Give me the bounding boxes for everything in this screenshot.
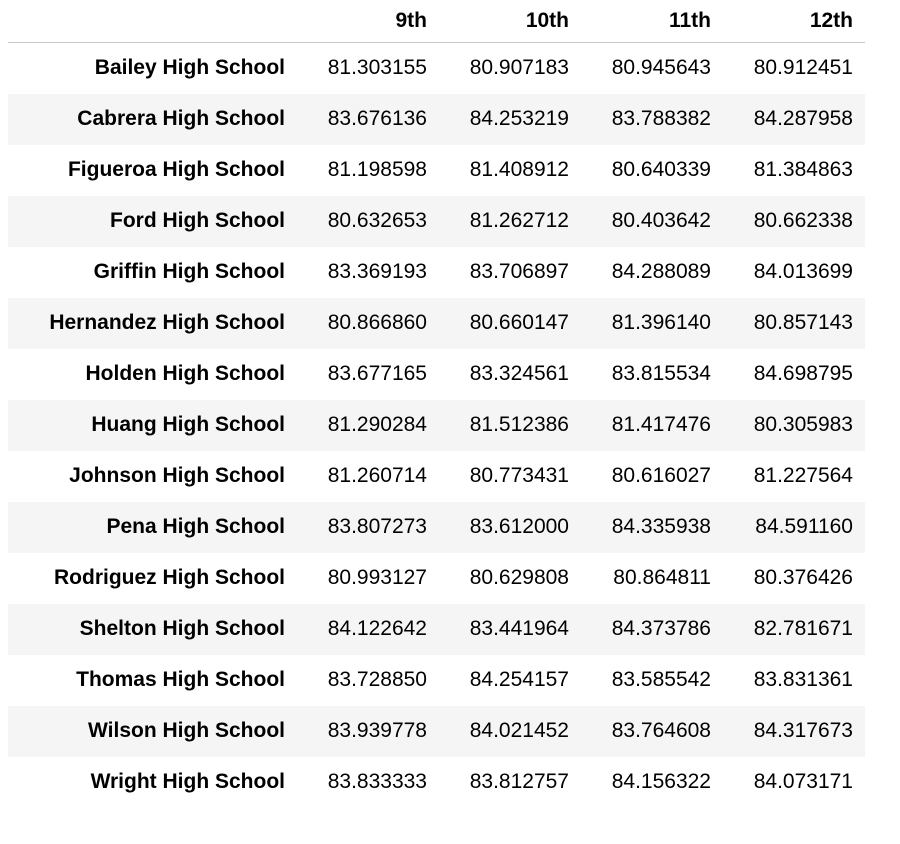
table-row: Rodriguez High School 80.993127 80.629808 8… [8,553,865,604]
score-cell: 84.073171 [753,770,853,793]
row-label-school: Johnson High School [69,464,285,487]
score-cell: 80.945643 [611,56,711,80]
table-row: Cabrera High School 83.676136 84.253219 83.… [8,93,865,145]
score-cell: 80.640339 [611,158,711,181]
row-label-school: Wright High School [90,770,285,793]
table-row: Huang High School 81.290284 81.512386 81.41… [8,399,865,451]
score-cell: 83.812757 [469,770,569,793]
score-cell: 84.122642 [327,617,427,640]
score-cell: 81.512386 [469,413,569,436]
table-body: Bailey High School 81.303155 80.907183 80.9… [8,43,865,808]
score-cell: 84.335938 [611,515,711,538]
table-row: Wright High School 83.833333 83.812757 84.1… [8,757,865,808]
score-cell: 84.156322 [611,770,711,793]
row-label-school: Figueroa High School [67,158,285,181]
index-header-cell [8,0,297,43]
row-label-school: Wilson High School [88,719,285,742]
header-row: 9th 10th 11th 12th [8,0,865,43]
score-cell: 83.815534 [611,362,711,385]
score-cell: 80.662338 [753,209,853,232]
score-cell: 83.939778 [327,719,427,742]
column-header-11th: 11th [581,0,723,43]
table-row: Shelton High School 84.122642 83.441964 84.… [8,603,865,655]
table-row: Figueroa High School 81.198598 81.408912 80… [8,145,865,196]
score-cell: 80.912451 [753,56,853,80]
score-cell: 81.303155 [327,56,427,80]
table-row: Wilson High School 83.939778 84.021452 83.7… [8,705,865,757]
table-row: Johnson High School 81.260714 80.773431 80.… [8,451,865,502]
row-label-school: Thomas High School [76,668,285,691]
score-cell: 83.676136 [327,107,427,130]
score-cell: 82.781671 [753,617,853,640]
score-cell: 80.907183 [469,56,569,80]
score-cell: 83.369193 [327,260,427,283]
score-cell: 80.403642 [611,209,711,232]
score-cell: 83.612000 [469,515,569,538]
table-row: Bailey High School 81.303155 80.907183 80.9… [8,43,865,94]
row-label-school: Pena High School [106,515,285,538]
column-header-12th: 12th [723,0,865,43]
scores-by-grade-table: 9th 10th 11th 12th Bailey High School 81.… [8,0,865,808]
score-cell: 83.764608 [611,719,711,742]
dataframe-output: 9th 10th 11th 12th Bailey High School 81.… [8,0,865,808]
row-label-school: Griffin High School [93,260,285,283]
score-cell: 83.706897 [469,260,569,283]
score-cell: 84.373786 [611,617,711,640]
score-cell: 81.417476 [611,413,711,436]
score-cell: 83.788382 [611,107,711,130]
score-cell: 80.632653 [327,209,427,232]
row-label-school: Hernandez High School [49,311,285,334]
score-cell: 81.260714 [327,464,427,487]
score-cell: 80.993127 [327,566,427,589]
score-cell: 80.305983 [753,413,853,436]
score-cell: 80.857143 [753,311,853,334]
score-cell: 83.585542 [611,668,711,691]
score-cell: 80.616027 [611,464,711,487]
table-row: Thomas High School 83.728850 84.254157 83.5… [8,655,865,706]
score-cell: 81.408912 [469,158,569,181]
table-row: Griffin High School 83.369193 83.706897 84.… [8,247,865,298]
score-cell: 80.864811 [613,566,711,589]
row-label-school: Holden High School [85,362,286,385]
score-cell: 81.227564 [753,464,853,487]
score-cell: 84.013699 [753,260,853,283]
score-cell: 84.287958 [753,107,853,130]
score-cell: 84.288089 [611,260,711,283]
score-cell: 81.262712 [469,209,569,232]
score-cell: 84.021452 [469,719,569,742]
table-row: Pena High School 83.807273 83.612000 84.335… [8,501,865,553]
score-cell: 84.317673 [753,719,853,742]
score-cell: 83.324561 [469,362,569,385]
score-cell: 83.677165 [327,362,427,385]
table-row: Holden High School 83.677165 83.324561 83.8… [8,349,865,400]
row-label-school: Shelton High School [79,617,285,640]
score-cell: 84.253219 [469,107,569,130]
score-cell: 80.773431 [469,464,569,487]
score-cell: 83.441964 [469,617,569,640]
score-cell: 81.198598 [327,158,427,181]
table-row: Hernandez High School 80.866860 80.660147 8… [8,297,865,349]
score-cell: 84.591160 [755,515,853,538]
row-label-school: Bailey High School [94,56,285,80]
score-cell: 81.396140 [611,311,711,334]
score-cell: 80.376426 [753,566,853,589]
score-cell: 81.384863 [753,158,853,181]
row-label-school: Ford High School [110,209,285,232]
score-cell: 80.866860 [327,311,427,334]
score-cell: 80.629808 [469,566,569,589]
table-row: Ford High School 80.632653 81.262712 80.403… [8,195,865,247]
column-header-10th: 10th [439,0,581,43]
score-cell: 83.728850 [327,668,427,691]
row-label-school: Huang High School [91,413,285,436]
score-cell: 83.807273 [327,515,427,538]
row-label-school: Cabrera High School [77,107,285,130]
score-cell: 84.698795 [753,362,853,385]
score-cell: 80.660147 [469,311,569,334]
score-cell: 83.831361 [753,668,853,691]
score-cell: 84.254157 [469,668,569,691]
row-label-school: Rodriguez High School [54,566,285,589]
score-cell: 81.290284 [327,413,427,436]
column-header-9th: 9th [297,0,439,43]
score-cell: 83.833333 [327,770,427,793]
